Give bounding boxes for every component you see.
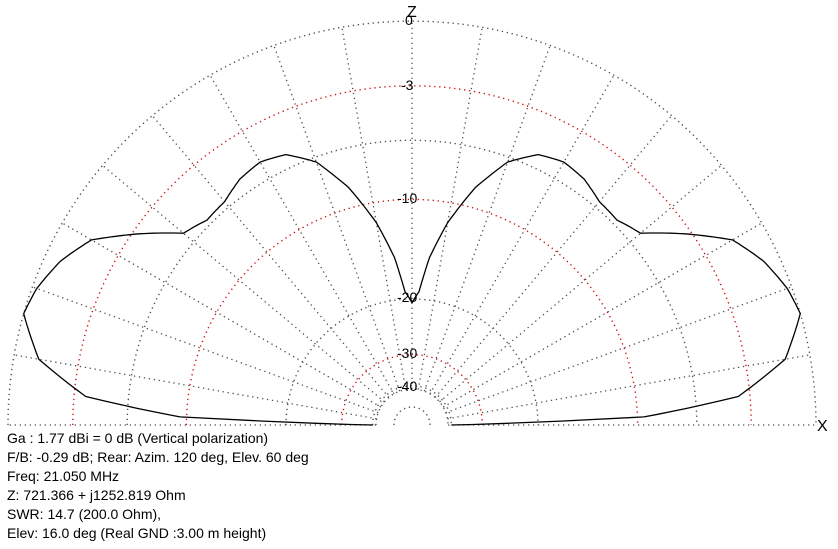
ring-label-0: 0 bbox=[405, 12, 413, 28]
swr-line: SWR: 14.7 (200.0 Ohm), bbox=[7, 506, 162, 522]
grid-radial-40 bbox=[439, 164, 722, 403]
grid-radial-50 bbox=[434, 115, 673, 398]
grid-radial-140 bbox=[102, 164, 385, 403]
x-axis-label: X bbox=[817, 418, 828, 435]
antenna-info-panel: Ga : 1.77 dBi = 0 dB (Vertical polarizat… bbox=[7, 429, 309, 543]
impedance-line: Z: 721.366 + j1252.819 Ohm bbox=[7, 487, 186, 503]
grid-ring-minus-3 bbox=[72, 85, 752, 426]
polar-grid bbox=[7, 20, 817, 426]
grid-radial-110 bbox=[273, 45, 401, 392]
axis-labels: Z X 0 -3 -10 -20 -30 -40 bbox=[397, 4, 828, 435]
ring-label-minus-10: -10 bbox=[397, 190, 417, 206]
frequency-line: Freq: 21.050 MHz bbox=[7, 468, 120, 484]
grid-ring-minus-40 bbox=[372, 385, 452, 426]
grid-inner-ring-1 bbox=[375, 388, 449, 426]
gain-line: Ga : 1.77 dBi = 0 dB (Vertical polarizat… bbox=[7, 430, 269, 446]
z-axis-label: Z bbox=[407, 4, 417, 21]
grid-radial-170 bbox=[14, 354, 377, 420]
grid-radial-20 bbox=[445, 286, 792, 414]
grid-radial-130 bbox=[151, 115, 390, 398]
pattern-trace bbox=[23, 153, 801, 426]
ring-label-minus-20: -20 bbox=[397, 289, 417, 305]
grid-radial-10 bbox=[447, 354, 810, 420]
ring-label-minus-3: -3 bbox=[401, 77, 414, 93]
grid-radial-70 bbox=[423, 45, 551, 392]
pattern-trace-line bbox=[23, 153, 801, 426]
grid-ring-minus-30 bbox=[340, 353, 484, 426]
grid-inner-ring-0 bbox=[393, 406, 431, 426]
ring-label-minus-40: -40 bbox=[397, 378, 417, 394]
ring-label-minus-30: -30 bbox=[397, 345, 417, 361]
grid-ring-minus-20 bbox=[285, 298, 539, 426]
grid-radial-160 bbox=[32, 286, 379, 414]
grid-ring-0 bbox=[7, 20, 817, 426]
elevation-line: Elev: 16.0 deg (Real GND :3.00 m height) bbox=[7, 525, 267, 541]
grid-radial-100 bbox=[341, 27, 407, 390]
front-back-line: F/B: -0.29 dB; Rear: Azim. 120 deg, Elev… bbox=[7, 449, 309, 465]
